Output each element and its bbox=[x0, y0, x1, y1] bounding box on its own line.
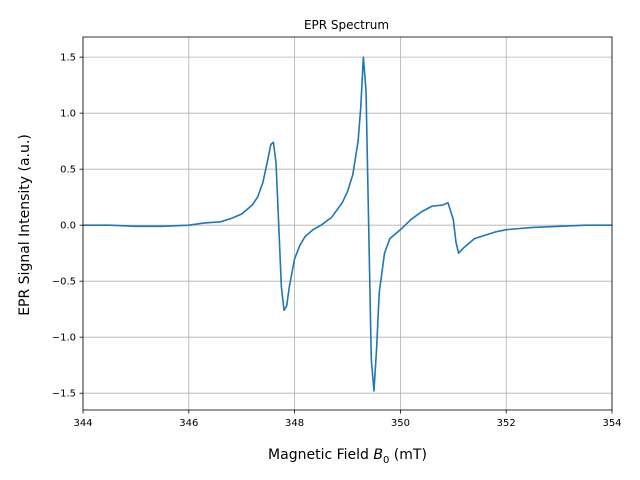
y-tick-label: −0.5 bbox=[52, 277, 76, 288]
y-axis-label: EPR Signal Intensity (a.u.) bbox=[17, 134, 33, 316]
x-axis-label-prefix: Magnetic Field bbox=[268, 447, 373, 463]
x-tick-label: 354 bbox=[602, 418, 621, 429]
data-layer bbox=[83, 56, 612, 392]
y-tick-label: −1.0 bbox=[52, 333, 76, 344]
y-tick-label: −1.5 bbox=[52, 389, 76, 400]
x-tick-label: 348 bbox=[285, 418, 304, 429]
x-axis-label-subscript: 0 bbox=[383, 455, 389, 466]
plot-frame bbox=[82, 36, 613, 411]
y-tick-label: 1.5 bbox=[60, 53, 76, 64]
y-tick-label: 1.0 bbox=[60, 109, 76, 120]
x-axis-label-suffix: (mT) bbox=[389, 447, 427, 463]
x-tick-label: 344 bbox=[73, 418, 92, 429]
y-tick-label: 0.5 bbox=[60, 165, 76, 176]
grid-lines bbox=[82, 37, 613, 410]
x-axis-label-symbol: B bbox=[373, 447, 383, 463]
x-axis-label: Magnetic Field B0 (mT) bbox=[268, 447, 427, 466]
chart-title: EPR Spectrum bbox=[304, 18, 389, 32]
y-tick-label: 0.0 bbox=[60, 221, 76, 232]
spectrum-line bbox=[83, 56, 612, 392]
x-axis-ticks: 344 346 348 350 352 354 bbox=[73, 410, 622, 429]
y-axis-ticks: −1.5 −1.0 −0.5 0.0 0.5 1.0 1.5 bbox=[52, 53, 83, 400]
x-tick-label: 350 bbox=[391, 418, 410, 429]
x-tick-label: 352 bbox=[497, 418, 516, 429]
x-tick-label: 346 bbox=[179, 418, 198, 429]
